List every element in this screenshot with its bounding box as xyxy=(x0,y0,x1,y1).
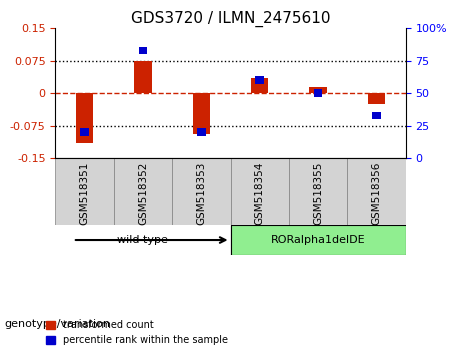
Text: GSM518356: GSM518356 xyxy=(372,162,382,225)
Text: GSM518351: GSM518351 xyxy=(79,162,89,225)
Bar xyxy=(309,87,327,93)
Bar xyxy=(230,225,406,255)
Bar xyxy=(80,129,89,136)
Bar xyxy=(251,78,268,93)
Bar xyxy=(76,93,93,143)
Title: GDS3720 / ILMN_2475610: GDS3720 / ILMN_2475610 xyxy=(131,11,330,27)
Text: GSM518352: GSM518352 xyxy=(138,162,148,225)
Legend: transformed count, percentile rank within the sample: transformed count, percentile rank withi… xyxy=(42,316,232,349)
Bar xyxy=(172,158,230,225)
Bar xyxy=(372,112,381,119)
Bar xyxy=(313,90,323,97)
Bar xyxy=(114,158,172,225)
Bar xyxy=(134,61,152,93)
Text: GSM518353: GSM518353 xyxy=(196,162,207,225)
Text: genotype/variation: genotype/variation xyxy=(5,319,111,329)
Text: wild type: wild type xyxy=(118,235,168,245)
Bar xyxy=(230,158,289,225)
Text: GSM518355: GSM518355 xyxy=(313,162,323,225)
Bar xyxy=(138,46,147,54)
Bar xyxy=(368,93,385,104)
Bar xyxy=(197,129,206,136)
Bar xyxy=(230,225,406,255)
Text: RORalpha1delDE: RORalpha1delDE xyxy=(271,235,366,245)
Bar xyxy=(255,76,264,84)
Text: GSM518354: GSM518354 xyxy=(254,162,265,225)
Bar xyxy=(347,158,406,225)
Bar xyxy=(193,93,210,135)
Bar xyxy=(289,158,347,225)
Bar xyxy=(55,158,114,225)
